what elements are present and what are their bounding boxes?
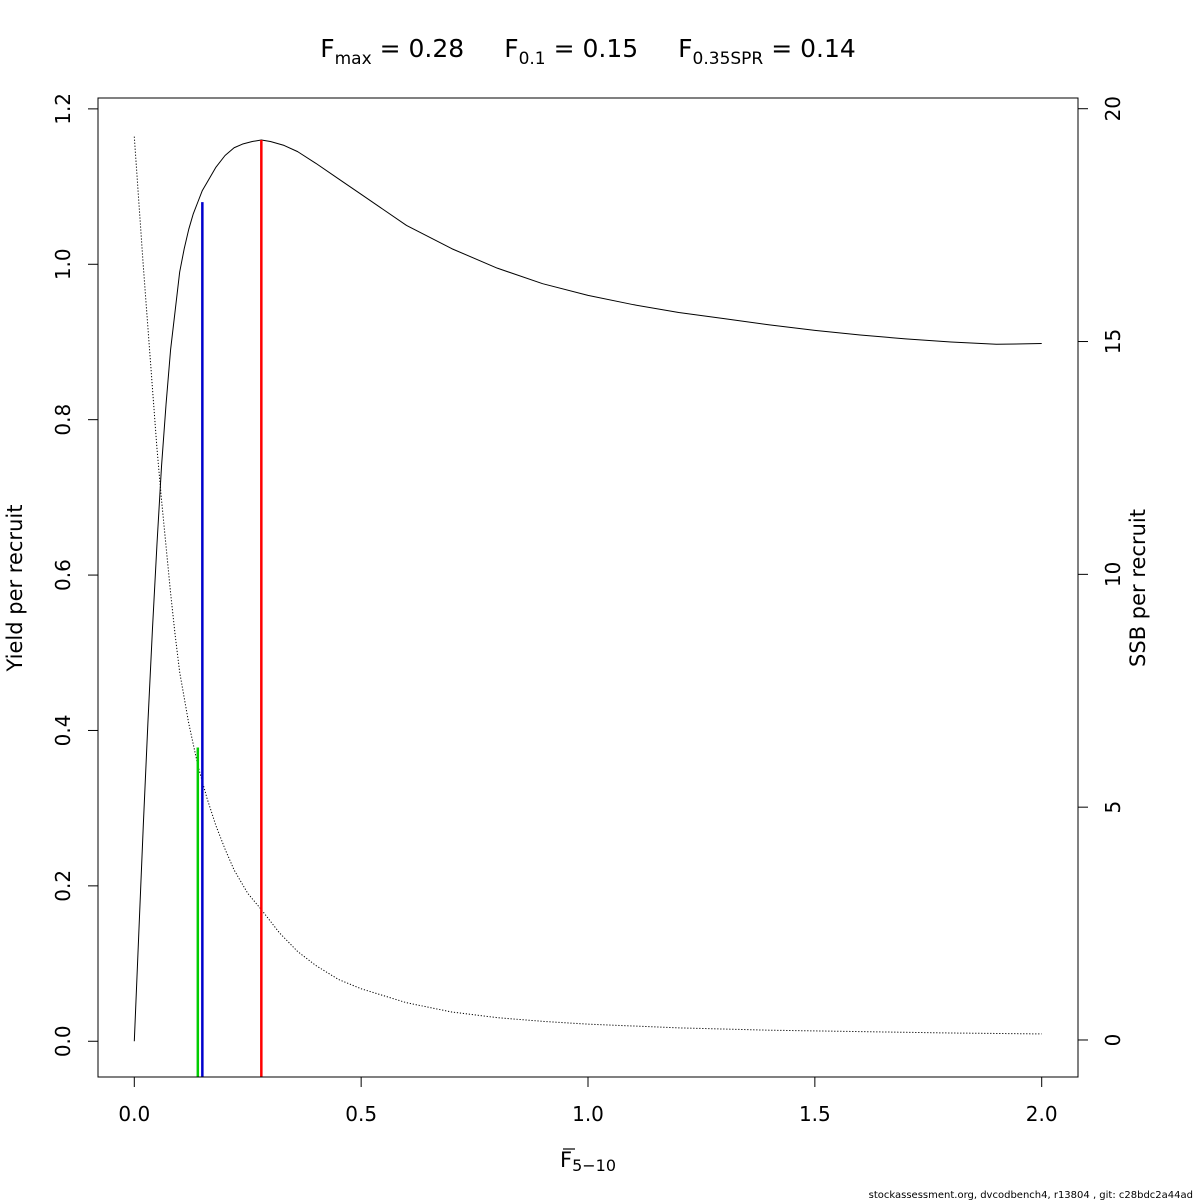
x-axis-label-symbol: F — [560, 1148, 572, 1172]
title-symbol-2: F — [678, 34, 692, 63]
title-value-0: = 0.28 — [372, 34, 465, 63]
title-symbol-0: F — [320, 34, 334, 63]
x-axis-label-text: F5−10 — [560, 1148, 616, 1175]
title-subscript-0: max — [335, 49, 372, 69]
y-tick-label: 0.0 — [51, 1025, 75, 1057]
footer-text: stockassessment.org, dvcodbench4, r13804… — [869, 1190, 1193, 1200]
y-axis-label: Yield per recruit — [3, 505, 27, 673]
y2-tick-label: 5 — [1101, 801, 1125, 814]
x-tick-label: 0.5 — [345, 1102, 377, 1126]
ssb-per-recruit-line — [133, 136, 1042, 1035]
y-tick-label: 0.8 — [51, 404, 75, 436]
x-tick-label: 1.0 — [572, 1102, 604, 1126]
x-axis: 0.0 0.5 1.0 1.5 2.0 — [118, 1076, 1058, 1126]
y-tick-label: 0.4 — [51, 715, 75, 747]
x-tick-label: 0.0 — [118, 1102, 150, 1126]
y-tick-label: 0.6 — [51, 559, 75, 591]
x-axis-label-subscript: 5−10 — [572, 1156, 616, 1175]
reference-lines — [196, 139, 263, 1077]
y2-tick-label: 20 — [1101, 96, 1125, 121]
y-tick-label: 1.0 — [51, 248, 75, 280]
x-axis-label: F5−10 — [560, 1148, 616, 1175]
y2-axis-label: SSB per recruit — [1126, 509, 1150, 667]
y2-tick-label: 10 — [1101, 562, 1125, 587]
title-value-1: = 0.15 — [546, 34, 639, 63]
plot-area — [97, 97, 1079, 1078]
y-axis-right: 0 5 10 15 20 — [1077, 96, 1125, 1047]
y2-tick-label: 0 — [1101, 1034, 1125, 1047]
x-tick-label: 1.5 — [799, 1102, 831, 1126]
yield-per-recruit-line — [133, 139, 1042, 1042]
chart-title-text: Fmax = 0.28 F0.1 = 0.15 F0.35SPR = 0.14 — [320, 34, 856, 69]
y-tick-label: 1.2 — [51, 93, 75, 125]
plot-frame — [97, 97, 1079, 1078]
title-value-2: = 0.14 — [763, 34, 856, 63]
y-tick-label: 0.2 — [51, 870, 75, 902]
title-subscript-1: 0.1 — [519, 49, 546, 69]
title-symbol-1: F — [504, 34, 518, 63]
title-subscript-2: 0.35SPR — [693, 49, 764, 69]
series-group — [133, 136, 1042, 1042]
x-tick-label: 2.0 — [1026, 1102, 1058, 1126]
y-axis-left: 0.0 0.2 0.4 0.6 0.8 1.0 1.2 — [51, 93, 99, 1057]
chart-title: Fmax = 0.28 F0.1 = 0.15 F0.35SPR = 0.14 — [320, 34, 856, 69]
y2-tick-label: 15 — [1101, 329, 1125, 354]
